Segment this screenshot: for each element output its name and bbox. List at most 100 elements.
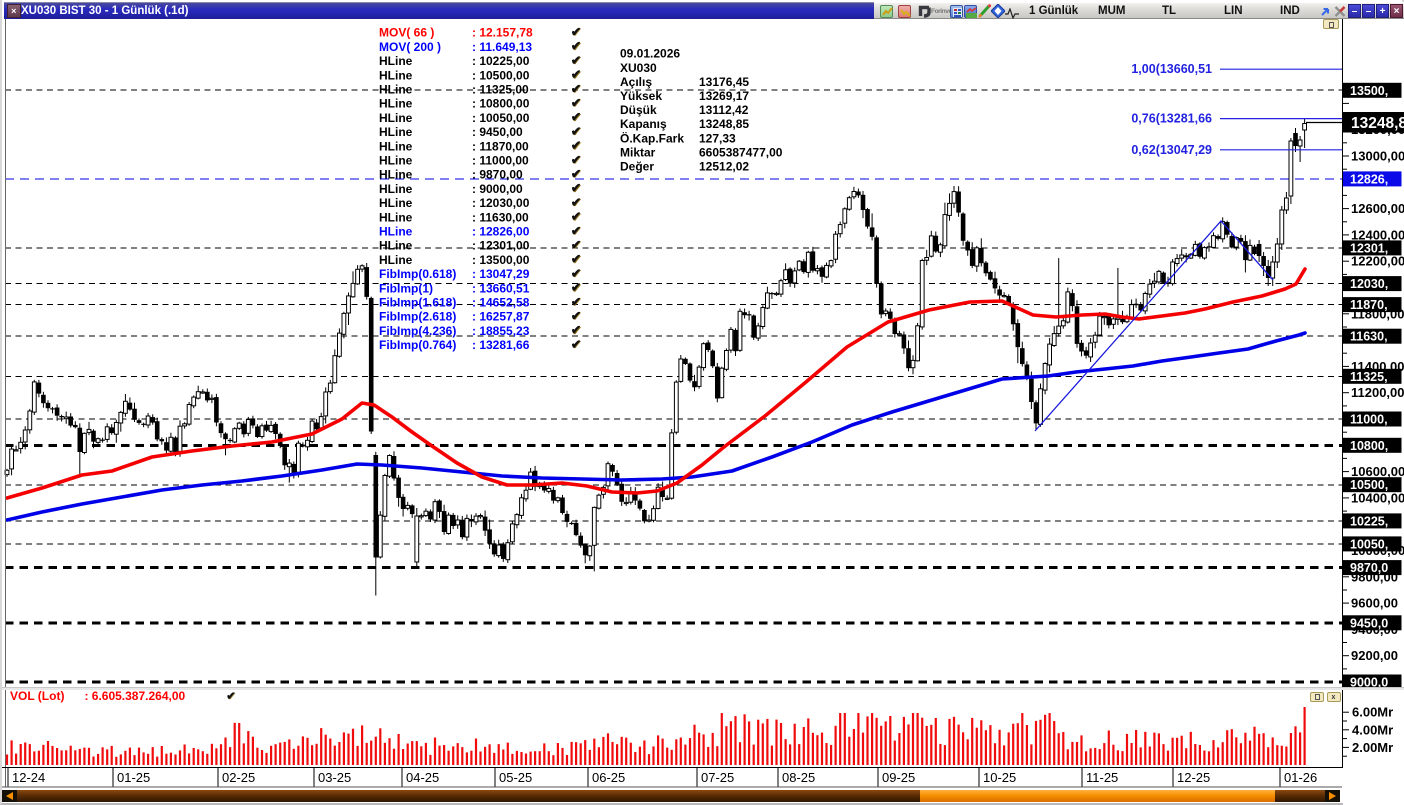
- svg-text:: 14652,58: : 14652,58: [472, 296, 530, 310]
- svg-text:4.00Mr: 4.00Mr: [1352, 722, 1393, 737]
- svg-text:Ö.Kap.Fark: Ö.Kap.Fark: [620, 130, 684, 145]
- svg-text:✔: ✔: [572, 296, 582, 310]
- svg-text:Kapanış: Kapanış: [620, 117, 667, 131]
- svg-text:✔: ✔: [571, 281, 581, 295]
- svg-text:12-24: 12-24: [12, 770, 45, 785]
- svg-text:✔: ✔: [572, 139, 582, 153]
- svg-text:0,76(13281,66: 0,76(13281,66: [1131, 112, 1212, 126]
- svg-text:HLine: HLine: [379, 196, 413, 210]
- svg-text:FibImp(0.764): FibImp(0.764): [379, 338, 456, 352]
- svg-text:10400,00: 10400,00: [1351, 490, 1404, 505]
- svg-text:: 13281,66: : 13281,66: [472, 338, 530, 352]
- svg-text:11630,: 11630,: [1350, 330, 1388, 344]
- svg-text:✔: ✔: [572, 239, 582, 253]
- svg-text:✔: ✔: [571, 39, 581, 53]
- svg-text:✔: ✔: [571, 25, 581, 39]
- svg-text:12030,: 12030,: [1350, 277, 1388, 291]
- svg-text:✔: ✔: [572, 196, 582, 210]
- svg-text:: 13500,00: : 13500,00: [472, 253, 530, 267]
- svg-text:10050,: 10050,: [1350, 537, 1388, 551]
- svg-text:: 12.157,78: : 12.157,78: [472, 26, 533, 40]
- svg-text:✔: ✔: [572, 154, 582, 168]
- svg-text:06-25: 06-25: [592, 770, 625, 785]
- svg-text:✔: ✔: [572, 310, 582, 324]
- svg-text:✔: ✔: [571, 68, 581, 82]
- svg-text:HLine: HLine: [379, 225, 413, 239]
- svg-text:✔: ✔: [572, 182, 582, 196]
- svg-text:: 12301,00: : 12301,00: [472, 239, 530, 253]
- svg-text:9200,00: 9200,00: [1351, 648, 1398, 663]
- svg-text:: 11000,00: : 11000,00: [472, 154, 529, 168]
- svg-text:02-25: 02-25: [222, 770, 255, 785]
- svg-text:✔: ✔: [572, 40, 582, 54]
- svg-text:9450,0: 9450,0: [1350, 616, 1388, 630]
- svg-text:HLine: HLine: [379, 210, 413, 224]
- svg-text:✔: ✔: [572, 97, 582, 111]
- svg-text:: 18855,23: : 18855,23: [472, 324, 530, 338]
- svg-text:✔: ✔: [226, 690, 235, 702]
- svg-text:Yüksek: Yüksek: [620, 89, 662, 103]
- svg-text:10600,00: 10600,00: [1351, 464, 1404, 479]
- svg-text:12-25: 12-25: [1177, 770, 1210, 785]
- svg-text:08-25: 08-25: [782, 770, 815, 785]
- svg-text:Değer: Değer: [620, 160, 654, 174]
- svg-text:: 10050,00: : 10050,00: [472, 111, 530, 125]
- svg-text:10-25: 10-25: [983, 770, 1016, 785]
- svg-text:13000,00: 13000,00: [1351, 149, 1404, 164]
- svg-text:FibImp(0.618): FibImp(0.618): [379, 267, 456, 281]
- svg-text:FibImp(1.618): FibImp(1.618): [379, 296, 456, 310]
- svg-text:✔: ✔: [572, 111, 582, 125]
- svg-text:✔: ✔: [571, 295, 581, 309]
- svg-text:: 13660,51: : 13660,51: [472, 281, 530, 295]
- svg-text:✔: ✔: [572, 225, 582, 239]
- svg-text:12826,: 12826,: [1350, 172, 1388, 186]
- svg-text:✔: ✔: [571, 139, 581, 153]
- svg-text:✔: ✔: [571, 53, 581, 67]
- svg-text:✔: ✔: [571, 96, 581, 110]
- svg-text:0,62(13047,29: 0,62(13047,29: [1131, 143, 1212, 157]
- svg-text:✔: ✔: [571, 252, 581, 266]
- svg-text:HLine: HLine: [379, 83, 413, 97]
- svg-text:10800,: 10800,: [1350, 439, 1388, 453]
- svg-text:05-25: 05-25: [499, 770, 532, 785]
- svg-text:MOV( 200 ): MOV( 200 ): [379, 40, 441, 54]
- svg-text:MOV( 66 ): MOV( 66 ): [379, 26, 434, 40]
- svg-text:01-25: 01-25: [117, 770, 150, 785]
- svg-text:6605387477,00: 6605387477,00: [699, 145, 783, 159]
- svg-text:✔: ✔: [572, 338, 582, 352]
- svg-text:09.01.2026: 09.01.2026: [620, 47, 680, 61]
- svg-text:: 10500,00: : 10500,00: [472, 68, 530, 82]
- svg-text:: 12030,00: : 12030,00: [472, 196, 530, 210]
- svg-text:12200,00: 12200,00: [1351, 254, 1404, 269]
- svg-text:✔: ✔: [571, 110, 581, 124]
- svg-text:✔: ✔: [572, 267, 582, 281]
- svg-text:✔: ✔: [571, 82, 581, 96]
- svg-text:07-25: 07-25: [701, 770, 734, 785]
- svg-text:1,00(13660,51: 1,00(13660,51: [1131, 62, 1212, 76]
- svg-text:13248,8: 13248,8: [1351, 115, 1404, 132]
- svg-text:FibImp(4.236): FibImp(4.236): [379, 324, 456, 338]
- svg-text:9000,0: 9000,0: [1350, 676, 1388, 690]
- svg-text:11000,: 11000,: [1350, 413, 1388, 427]
- svg-text:✔: ✔: [571, 195, 581, 209]
- svg-text:: 13047,29: : 13047,29: [472, 267, 530, 281]
- svg-text:✔: ✔: [572, 281, 582, 295]
- svg-text:: 12826,00: : 12826,00: [472, 225, 530, 239]
- svg-text:✔: ✔: [571, 224, 581, 238]
- svg-text:10500,: 10500,: [1350, 478, 1388, 492]
- svg-text:12600,00: 12600,00: [1351, 201, 1404, 216]
- svg-text:✔: ✔: [571, 309, 581, 323]
- svg-text:: 11870,00: : 11870,00: [472, 139, 529, 153]
- svg-text:: 9450,00: : 9450,00: [472, 125, 523, 139]
- svg-text:11870,: 11870,: [1350, 298, 1388, 312]
- svg-text:Miktar: Miktar: [620, 145, 656, 159]
- svg-text:✔: ✔: [572, 253, 582, 267]
- svg-text:HLine: HLine: [379, 125, 413, 139]
- svg-text:9600,00: 9600,00: [1351, 596, 1398, 611]
- svg-text:09-25: 09-25: [882, 770, 915, 785]
- svg-text:: 10800,00: : 10800,00: [472, 97, 530, 111]
- svg-text:HLine: HLine: [379, 253, 413, 267]
- svg-text:13176,45: 13176,45: [699, 75, 749, 89]
- svg-text:11-25: 11-25: [1086, 770, 1118, 785]
- svg-text:: 16257,87: : 16257,87: [472, 310, 530, 324]
